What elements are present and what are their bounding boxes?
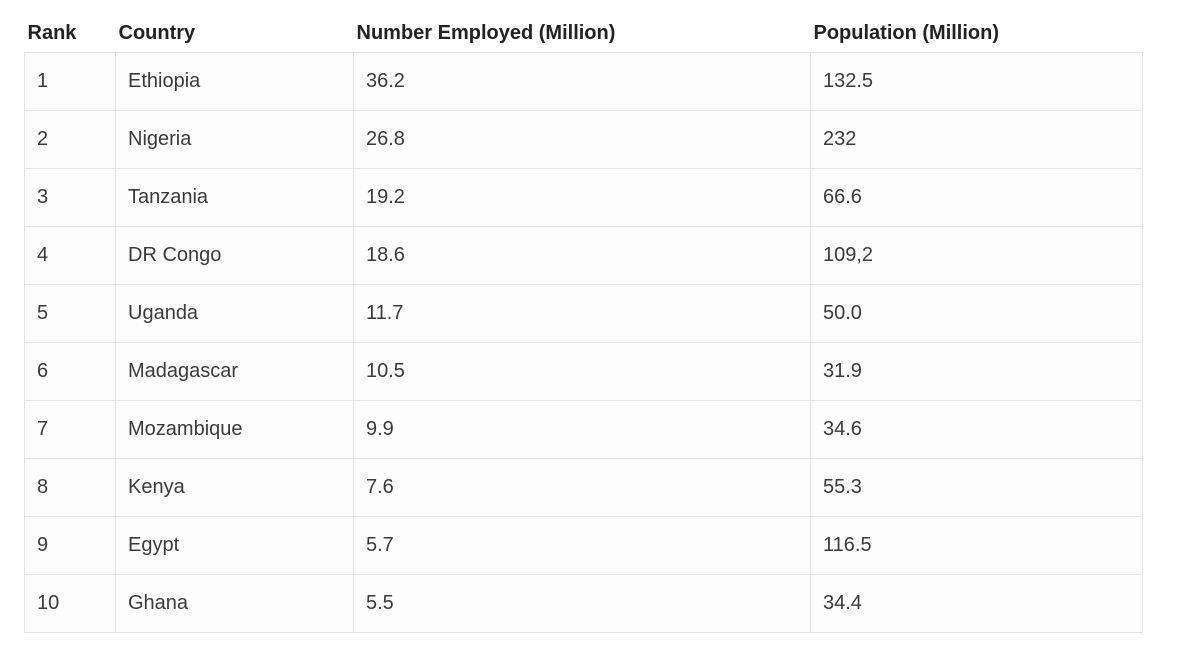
table-cell: 4 bbox=[24, 226, 116, 285]
table-cell: 5 bbox=[24, 284, 116, 343]
table-row: 8 Kenya 7.6 55.3 bbox=[24, 458, 1143, 517]
table-cell: 116.5 bbox=[810, 516, 1143, 575]
table-cell: 11.7 bbox=[353, 284, 811, 343]
table-cell: Ethiopia bbox=[115, 52, 354, 111]
table-cell: 34.4 bbox=[810, 574, 1143, 633]
header-cell: Population (Million) bbox=[813, 22, 1000, 44]
table-row: 5 Uganda 11.7 50.0 bbox=[24, 284, 1143, 343]
table-cell: Uganda bbox=[115, 284, 354, 343]
table-row: 6 Madagascar 10.5 31.9 bbox=[24, 342, 1143, 401]
table-cell: Madagascar bbox=[115, 342, 354, 401]
table-cell: Egypt bbox=[115, 516, 354, 575]
table-cell: 26.8 bbox=[353, 110, 811, 169]
table-cell: Mozambique bbox=[115, 400, 354, 459]
table-cell: 36.2 bbox=[353, 52, 811, 111]
table-cell: 9.9 bbox=[353, 400, 811, 459]
header-cell: Country bbox=[118, 22, 196, 44]
table-header: Rank Country Number Employed (Million) Popu… bbox=[25, 15, 1143, 53]
table-row: 1 Ethiopia 36.2 132.5 bbox=[24, 52, 1143, 111]
table-cell: 50.0 bbox=[810, 284, 1143, 343]
table-cell: 10.5 bbox=[353, 342, 811, 401]
table-row: 7 Mozambique 9.9 34.6 bbox=[24, 400, 1143, 459]
table-cell: 8 bbox=[24, 458, 116, 517]
data-table: Rank Country Number Employed (Million) Popu… bbox=[24, 15, 1143, 633]
table-row: 4 DR Congo 18.6 109,2 bbox=[24, 226, 1143, 285]
table-row: 2 Nigeria 26.8 232 bbox=[24, 110, 1143, 169]
table-cell: 31.9 bbox=[810, 342, 1143, 401]
table-cell: 34.6 bbox=[810, 400, 1143, 459]
table-cell: 6 bbox=[24, 342, 116, 401]
table-cell: 5.7 bbox=[353, 516, 811, 575]
table-cell: 5.5 bbox=[353, 574, 811, 633]
table-cell: Tanzania bbox=[115, 168, 354, 227]
table-cell: Nigeria bbox=[115, 110, 354, 169]
table-row: 3 Tanzania 19.2 66.6 bbox=[24, 168, 1143, 227]
header-cell: Rank bbox=[27, 22, 77, 44]
table-cell: 3 bbox=[24, 168, 116, 227]
table-cell: 9 bbox=[24, 516, 116, 575]
table-cell: 7.6 bbox=[353, 458, 811, 517]
table-cell: 66.6 bbox=[810, 168, 1143, 227]
table-cell: 55.3 bbox=[810, 458, 1143, 517]
table-row: 10 Ghana 5.5 34.4 bbox=[24, 574, 1143, 633]
header-cell: Number Employed (Million) bbox=[356, 22, 616, 44]
table-cell: 232 bbox=[810, 110, 1143, 169]
table-cell: 18.6 bbox=[353, 226, 811, 285]
table-row: 9 Egypt 5.7 116.5 bbox=[24, 516, 1143, 575]
table-cell: Ghana bbox=[115, 574, 354, 633]
table-cell: DR Congo bbox=[115, 226, 354, 285]
header-row: Rank Country Number Employed (Million) Popu… bbox=[25, 15, 1143, 53]
table-cell: 10 bbox=[24, 574, 116, 633]
table-cell: Kenya bbox=[115, 458, 354, 517]
table-cell: 1 bbox=[24, 52, 116, 111]
table-cell: 19.2 bbox=[353, 168, 811, 227]
table-cell: 2 bbox=[24, 110, 116, 169]
table-cell: 7 bbox=[24, 400, 116, 459]
table-cell: 109,2 bbox=[810, 226, 1143, 285]
table-body: 1 Ethiopia 36.2 132.5 2 Nigeria 26.8 232 3 Tanzan… bbox=[24, 52, 1143, 633]
table-cell: 132.5 bbox=[810, 52, 1143, 111]
